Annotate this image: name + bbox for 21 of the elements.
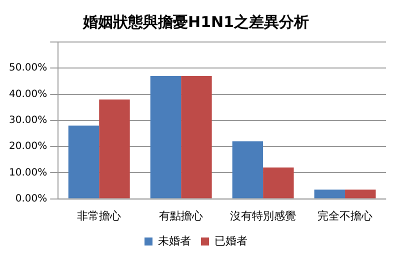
y-tick-label: 50.00%	[8, 62, 48, 74]
bar	[345, 190, 376, 198]
bar	[150, 76, 182, 198]
y-tick-label: 10.00%	[8, 167, 48, 178]
x-tick-label: 非常擔心	[77, 209, 122, 222]
bar	[181, 76, 212, 198]
y-tick-label: 30.00%	[8, 114, 48, 126]
bar	[263, 167, 294, 198]
legend-label: 已婚者	[214, 234, 248, 248]
y-tick-label: 0.00%	[15, 193, 48, 204]
bar	[232, 141, 264, 198]
bar	[99, 99, 130, 198]
x-tick-label: 完全不擔心	[318, 209, 373, 222]
bar	[314, 190, 346, 198]
y-tick-label: 40.00%	[8, 88, 48, 100]
bar	[68, 126, 100, 198]
chart-title: 婚姻狀態與擔憂H1N1之差異分析	[82, 12, 309, 31]
legend-label: 未婚者	[158, 234, 191, 248]
y-tick-label: 20.00%	[8, 141, 48, 152]
x-tick-label: 有點擔心	[159, 209, 204, 222]
x-tick-label: 沒有特別感覺	[230, 209, 296, 222]
